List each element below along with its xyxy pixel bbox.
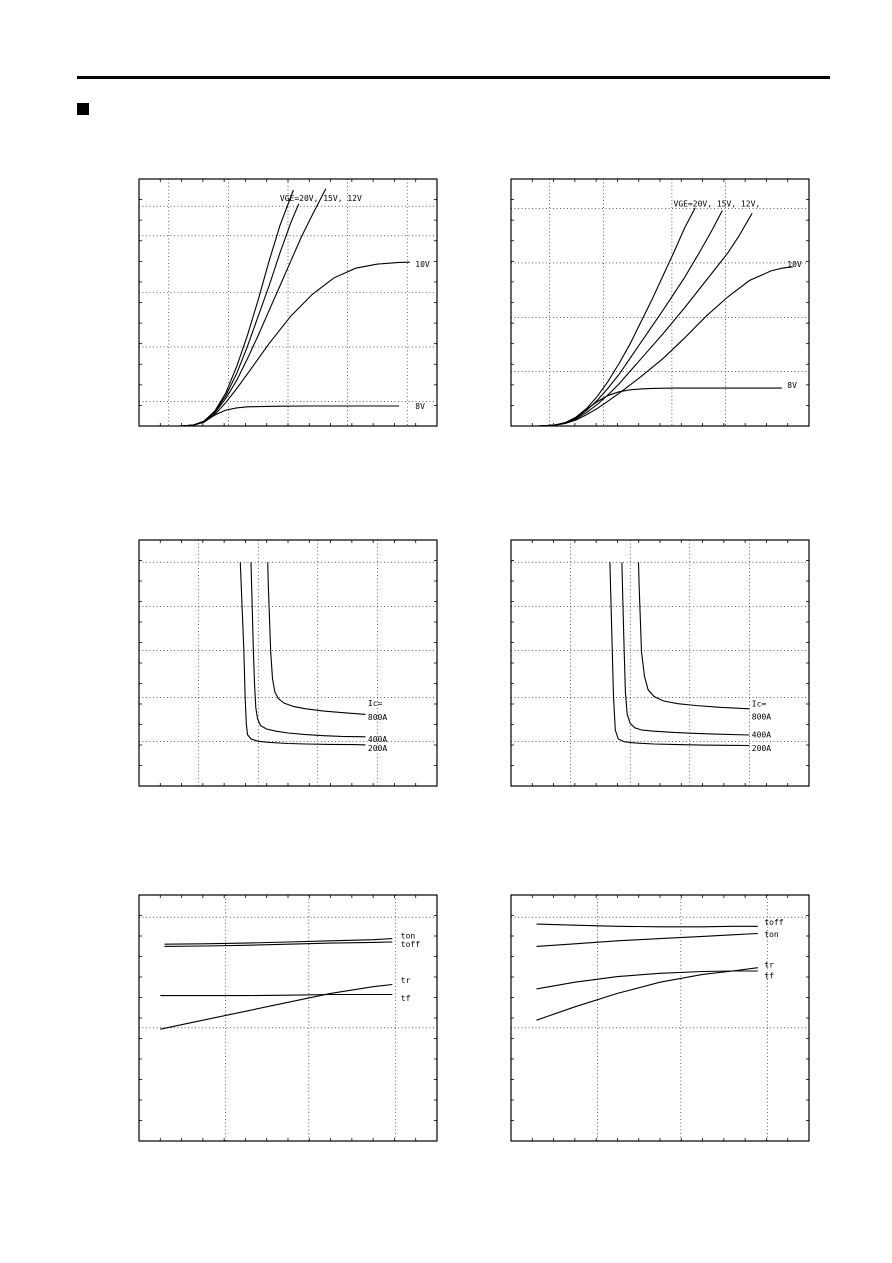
annotation-label-3: tf [764, 972, 774, 981]
series-line-1 [250, 562, 366, 738]
plot-frame [510, 178, 810, 427]
series-line-1 [538, 210, 723, 427]
series-line-2 [160, 993, 393, 997]
plot-frame [138, 894, 438, 1142]
chart-vce-vge-125-svg: Ic= 800A 400A 200A [510, 539, 810, 787]
annotation-label-0: ton [401, 931, 416, 940]
annotation-label-2: 400A [752, 731, 771, 740]
plot-frame [510, 539, 810, 787]
series-line-0 [164, 938, 393, 945]
series-line-2 [637, 562, 750, 710]
series-line-3 [160, 983, 393, 1030]
series-line-0 [609, 562, 750, 747]
chart-vce-vge-125: Ic= 800A 400A 200A [510, 539, 810, 787]
annotation-label-0: toff [764, 918, 783, 927]
plot-frame [138, 539, 438, 787]
annotation-label-1: 800A [368, 713, 387, 722]
series-line-0 [536, 923, 758, 928]
annotation-label-0: Ic= [368, 699, 383, 708]
series-line-1 [179, 203, 300, 427]
annotation-label-3: 200A [752, 744, 771, 753]
series-line-1 [536, 932, 758, 947]
annotation-label-2: 8V [415, 402, 425, 411]
series-line-3 [536, 967, 758, 1021]
series-line-2 [536, 970, 758, 990]
series-line-4 [538, 387, 782, 427]
annotation-label-1: 800A [752, 713, 771, 722]
annotation-label-2: tr [401, 976, 411, 985]
annotation-label-0: VGE=20V, 15V, 12V, [674, 200, 761, 209]
annotation-label-3: tf [401, 994, 411, 1003]
annotation-label-3: 200A [368, 744, 387, 753]
series-line-2 [267, 562, 366, 715]
series-line-0 [179, 189, 294, 427]
series-line-3 [538, 266, 793, 427]
annotation-label-1: toff [401, 940, 420, 949]
chart-output-125: VGE=20V, 15V, 12V, 10V 8V [510, 178, 810, 427]
series-line-3 [179, 261, 410, 427]
annotation-label-0: VGE=20V, 15V, 12V [280, 194, 362, 203]
chart-switching-time-25: ton toff tr tf [138, 894, 438, 1142]
annotation-label-1: ton [764, 930, 779, 939]
top-rule [77, 76, 830, 79]
annotation-label-2: 400A [368, 735, 387, 744]
chart-output-25-svg: VGE=20V, 15V, 12V 10V 8V [138, 178, 438, 427]
chart-output-125-svg: VGE=20V, 15V, 12V, 10V 8V [510, 178, 810, 427]
plot-frame [510, 894, 810, 1142]
series-line-4 [179, 405, 400, 427]
annotation-label-1: 10V [787, 260, 802, 269]
series-line-1 [164, 941, 393, 947]
series-line-2 [538, 213, 753, 427]
chart-vce-vge-25: Ic= 800A 400A 200A [138, 539, 438, 787]
annotation-label-2: 8V [787, 381, 797, 390]
annotation-label-1: 10V [415, 260, 430, 269]
plot-frame [138, 178, 438, 427]
chart-switching-time-125-svg: toff ton tr tf [510, 894, 810, 1142]
annotation-label-0: Ic= [752, 699, 767, 708]
section-bullet [77, 103, 89, 115]
series-line-2 [179, 188, 327, 427]
annotation-label-2: tr [764, 960, 774, 969]
series-line-0 [239, 562, 366, 746]
series-line-1 [621, 562, 750, 736]
chart-switching-time-125: toff ton tr tf [510, 894, 810, 1142]
chart-output-25: VGE=20V, 15V, 12V 10V 8V [138, 178, 438, 427]
